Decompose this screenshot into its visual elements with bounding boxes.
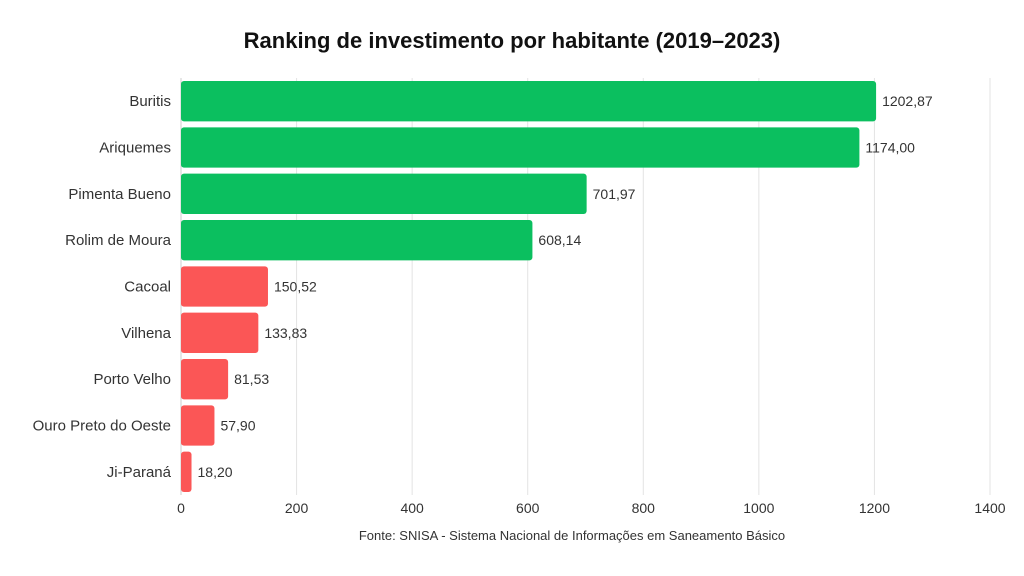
category-labels: Buritis Ariquemes Pimenta Bueno Rolim de Mo…: [33, 93, 172, 481]
value-labels: 1202,87 1174,00 701,97 608,14 150,52 133,83 81…: [198, 93, 933, 480]
bar-ariquemes: [181, 127, 860, 168]
x-tick-400: 400: [400, 500, 424, 516]
bar-cacoal: [181, 266, 268, 307]
value-label: 18,20: [198, 464, 233, 480]
category-label: Buritis: [129, 93, 171, 110]
x-tick-0: 0: [177, 500, 185, 516]
bar-porto-velho: [181, 359, 229, 400]
category-label: Ouro Preto do Oeste: [33, 418, 171, 435]
category-label: Ariquemes: [99, 140, 171, 157]
bar-vilhena: [181, 312, 259, 353]
bar-rolim-de-moura: [181, 220, 533, 261]
value-label: 1202,87: [882, 93, 933, 109]
category-label: Ji-Paraná: [107, 464, 172, 481]
source-note: Fonte: SNISA - Sistema Nacional de Infor…: [358, 528, 786, 543]
bar-buritis: [181, 81, 877, 122]
category-label: Vilhena: [121, 325, 171, 342]
value-label: 701,97: [593, 186, 636, 202]
value-label: 133,83: [264, 325, 307, 341]
x-tick-labels: 0 200 400 600 800 1000 1200 1400: [177, 500, 1006, 516]
value-label: 1174,00: [865, 140, 915, 156]
x-tick-600: 600: [516, 500, 540, 516]
x-tick-1200: 1200: [859, 500, 890, 516]
category-label: Pimenta Bueno: [68, 186, 171, 203]
value-label: 608,14: [538, 232, 581, 248]
x-tick-200: 200: [285, 500, 309, 516]
category-label: Rolim de Moura: [65, 232, 172, 249]
bar-pimenta-bueno: [181, 173, 587, 214]
category-label: Cacoal: [124, 279, 171, 296]
value-label: 150,52: [274, 279, 317, 295]
value-label: 57,90: [220, 418, 255, 434]
x-tick-1000: 1000: [743, 500, 774, 516]
value-label: 81,53: [234, 371, 269, 387]
bars: [181, 81, 877, 492]
bar-ouro-preto-do-oeste: [181, 405, 215, 446]
chart-title: Ranking de investimento por habitante (2…: [243, 28, 781, 53]
x-tick-1400: 1400: [974, 500, 1005, 516]
bar-ji-paran-: [181, 451, 192, 492]
x-tick-800: 800: [632, 500, 656, 516]
category-label: Porto Velho: [93, 371, 171, 388]
